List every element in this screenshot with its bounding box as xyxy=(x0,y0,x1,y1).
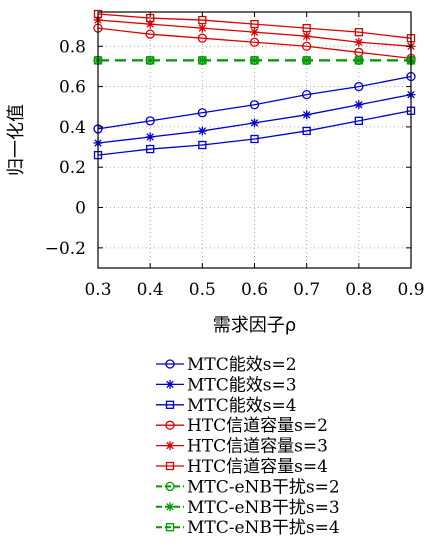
data-point xyxy=(302,89,312,100)
data-point xyxy=(146,144,155,154)
series-line xyxy=(97,75,412,130)
legend-item: MTC-eNB干扰s=4 xyxy=(156,518,340,538)
legend-label: MTC能效s=2 xyxy=(187,355,297,375)
legend-item: MTC能效s=3 xyxy=(156,375,297,395)
series-line xyxy=(97,110,412,156)
legend-label: HTC信道容量s=2 xyxy=(187,416,328,436)
legend-marker xyxy=(165,461,175,471)
data-point xyxy=(250,118,259,128)
legend-marker xyxy=(165,379,175,389)
data-point xyxy=(197,33,207,43)
y-tick-label: −0.2 xyxy=(45,239,86,259)
y-tick-label: 0.2 xyxy=(59,158,86,178)
legend-marker xyxy=(165,359,175,369)
data-point xyxy=(354,56,363,65)
legend-label: MTC-eNB干扰s=2 xyxy=(187,477,340,497)
data-point xyxy=(197,108,207,118)
data-point xyxy=(302,56,311,65)
data-point xyxy=(198,56,207,65)
legend-item: HTC信道容量s=2 xyxy=(156,416,328,436)
legend-item: MTC能效s=4 xyxy=(156,396,297,416)
y-tick-label: 0.8 xyxy=(59,37,86,57)
data-point xyxy=(354,100,364,110)
data-point xyxy=(145,132,155,142)
data-point xyxy=(249,100,260,110)
x-tick-label: 0.4 xyxy=(137,280,164,300)
legend-marker xyxy=(165,441,175,451)
legend-marker xyxy=(165,481,175,492)
y-tick-label: 0.6 xyxy=(59,78,86,98)
legend: MTC能效s=2MTC能效s=3MTC能效s=4HTC信道容量s=2HTC信道容… xyxy=(156,355,340,538)
series-layer xyxy=(93,9,416,160)
x-tick-label: 0.3 xyxy=(84,280,111,300)
data-point xyxy=(145,116,155,126)
data-point xyxy=(145,19,155,29)
legend-marker xyxy=(165,502,175,512)
legend-label: MTC能效s=3 xyxy=(187,375,297,395)
x-tick-label: 0.8 xyxy=(345,280,372,300)
legend-marker xyxy=(165,400,175,409)
data-point xyxy=(250,19,259,29)
legend-label: MTC-eNB干扰s=4 xyxy=(187,518,340,538)
x-tick-label: 0.6 xyxy=(241,280,268,300)
data-point xyxy=(250,27,259,37)
series-line xyxy=(97,27,412,60)
data-point xyxy=(198,140,207,150)
data-point xyxy=(354,81,364,92)
data-point xyxy=(197,23,207,33)
data-point xyxy=(197,126,207,136)
legend-item: HTC信道容量s=3 xyxy=(156,437,328,457)
legend-item: MTC-eNB干扰s=3 xyxy=(156,498,340,518)
legend-item: MTC能效s=2 xyxy=(156,355,297,375)
data-point xyxy=(354,116,363,126)
y-tick-label: 0 xyxy=(75,199,86,219)
data-point xyxy=(354,28,363,37)
legend-marker xyxy=(165,523,175,532)
data-point xyxy=(145,29,155,39)
x-tick-label: 0.9 xyxy=(397,280,424,300)
x-axis-label: 需求因子ρ xyxy=(213,315,296,336)
y-ticks: −0.2 0 0.2 0.4 0.6 0.8 xyxy=(45,37,411,259)
data-point xyxy=(250,56,259,65)
data-point xyxy=(250,134,259,144)
legend-label: HTC信道容量s=4 xyxy=(187,457,328,477)
data-point xyxy=(302,126,311,136)
grid xyxy=(97,12,412,268)
y-axis-label: 归一化值 xyxy=(6,104,27,176)
x-tick-label: 0.5 xyxy=(189,280,216,300)
series-line xyxy=(97,13,412,39)
series-9 xyxy=(93,56,416,65)
data-point xyxy=(302,110,312,120)
legend-item: MTC-eNB干扰s=2 xyxy=(156,477,340,497)
y-tick-label: 0.4 xyxy=(59,118,86,138)
legend-item: HTC信道容量s=4 xyxy=(156,457,328,477)
x-tick-label: 0.7 xyxy=(293,280,320,300)
legend-label: MTC-eNB干扰s=3 xyxy=(187,498,340,518)
data-point xyxy=(354,37,364,47)
legend-label: MTC能效s=4 xyxy=(187,396,297,416)
legend-marker xyxy=(165,420,175,430)
data-point xyxy=(146,56,155,65)
data-point xyxy=(302,23,311,33)
data-point xyxy=(249,37,260,47)
x-ticks: 0.3 0.4 0.5 0.6 0.7 0.8 0.9 xyxy=(84,12,425,300)
data-point xyxy=(302,31,312,41)
legend-label: HTC信道容量s=3 xyxy=(187,437,328,457)
data-point xyxy=(302,41,312,51)
